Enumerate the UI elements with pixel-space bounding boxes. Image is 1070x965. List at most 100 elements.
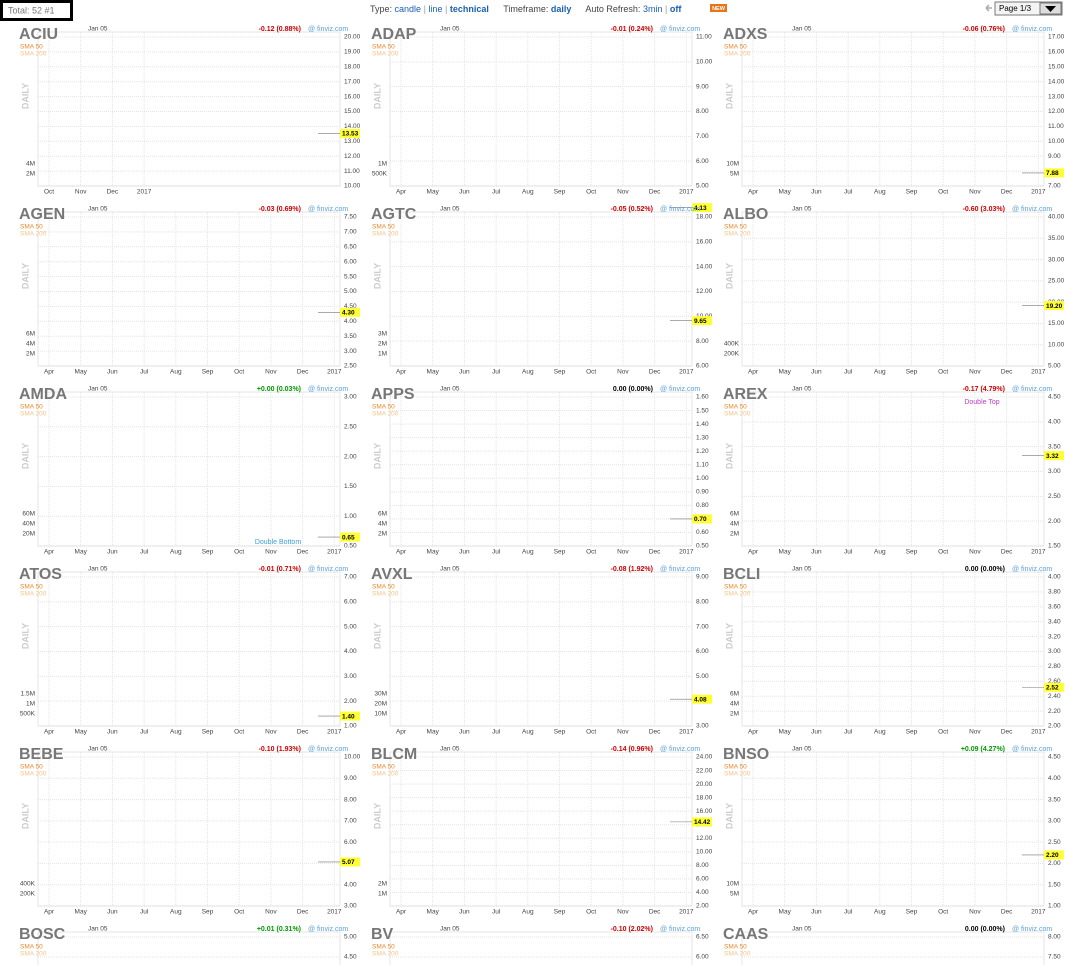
ticker: CAAS [723,926,769,943]
change: -0.08 (1.92%) [611,566,653,573]
date: Jan 05 [88,926,108,933]
x-tick-label: Jun [811,189,822,196]
timeframe: DAILY [724,443,734,469]
x-tick-label: Nov [969,549,981,556]
price-tag [692,817,712,827]
y-tick-label: 3.40 [1048,618,1061,625]
timeframe: DAILY [372,443,382,469]
source: @ finviz.com [660,566,700,573]
y-tick-label: 4.50 [344,303,357,310]
sma50: SMA 50 [20,404,43,411]
y-tick-label: 1.00 [344,723,357,730]
x-tick-label: Nov [617,909,629,916]
y-tick-label: 1.60 [696,394,709,401]
ticker: AMDA [19,386,67,403]
x-tick-label: Apr [44,909,55,916]
y-tick-label: 2.00 [1048,723,1061,730]
volume-label: 2M [26,351,35,358]
volume-label: 500K [372,171,388,178]
source: @ finviz.com [660,386,700,393]
x-tick-label: Aug [522,549,534,556]
x-tick-label: 2017 [1031,729,1046,736]
y-tick-label: 7.00 [1048,183,1061,190]
x-tick-label: Apr [44,549,55,556]
x-tick-label: Apr [396,369,407,376]
x-tick-label: Dec [649,189,661,196]
x-tick-label: Oct [234,549,244,556]
y-tick-label: 1.50 [344,483,357,490]
type-option[interactable]: candle [395,4,422,14]
chart-tile: Apr May Jun Jul Aug Sep Oct Nov Dec 2017 ALBO Jan 0… [723,206,1065,376]
chart-tile: Apr May Jun Jul Aug Sep Oct Nov Dec 2017 AMDA Jan 0… [19,386,360,556]
y-tick-label: 35.00 [1048,235,1065,242]
y-tick-label: 1.20 [696,448,709,455]
date: Jan 05 [88,566,108,573]
change: 0.00 (0.00%) [613,386,653,393]
refresh-option[interactable]: off [670,4,682,14]
x-tick-label: May [75,729,88,736]
x-tick-label: Nov [617,189,629,196]
volume-label: 60M [22,511,35,518]
x-tick-label: Aug [874,549,886,556]
y-tick-label: 6.00 [344,839,357,846]
y-tick-label: 12.00 [696,288,713,295]
last-price: 9.65 [694,318,707,325]
x-tick-label: Aug [522,729,534,736]
y-tick-label: 11.00 [1048,123,1064,130]
date: Jan 05 [88,206,108,213]
page-label: Page 1/3 [999,4,1032,13]
y-tick-label: 13.00 [1048,93,1065,100]
y-tick-label: 2.00 [696,903,709,910]
y-tick-label: 3.00 [344,673,357,680]
change: 0.00 (0.00%) [965,566,1005,573]
date: Jan 05 [440,746,460,753]
x-tick-label: Apr [748,369,759,376]
y-tick-label: 10.00 [1048,341,1065,348]
y-tick-label: 4.00 [1048,419,1061,426]
y-tick-label: 5.00 [696,183,709,190]
refresh-option[interactable]: 3min [643,4,663,14]
sma200: SMA 200 [724,411,751,418]
price-tag [340,857,360,867]
x-tick-label: 2017 [679,189,694,196]
volume-label: 400K [724,341,740,348]
annotation: Double Bottom [255,539,301,546]
y-tick-label: 8.00 [696,599,709,606]
x-tick-label: Dec [297,729,309,736]
change: -0.06 (0.76%) [963,26,1005,33]
y-tick-label: 8.00 [1048,934,1061,941]
x-tick-label: Apr [748,909,759,916]
x-tick-label: Oct [938,189,948,196]
type-option[interactable]: line [428,4,442,14]
y-tick-label: 3.00 [1048,468,1061,475]
chart-tile: Oct Nov Dec 2017 ACIU Jan 05 -0.12 (0.88%) @ fi… [19,26,361,196]
volume-label: 4M [26,161,35,168]
y-tick-label: 5.00 [344,623,357,630]
sma200: SMA 200 [724,951,751,958]
x-tick-label: Sep [202,549,214,556]
x-tick-label: Jul [492,909,501,916]
x-tick-label: 2017 [1031,189,1046,196]
x-tick-label: 2017 [1031,549,1046,556]
y-tick-label: 3.50 [344,333,357,340]
ticker: ATOS [19,566,62,583]
volume-label: 1M [378,891,387,898]
sma200: SMA 200 [372,591,399,598]
y-tick-label: 10.00 [696,849,713,856]
y-tick-label: 0.80 [696,502,709,509]
type-option[interactable]: technical [450,4,489,14]
y-tick-label: 0.50 [344,543,357,550]
prev-arrow[interactable] [985,4,992,12]
x-tick-label: Jun [107,369,118,376]
price-tag [1044,682,1064,692]
x-tick-label: May [75,549,88,556]
y-tick-label: 1.00 [1048,903,1061,910]
ticker: AGEN [19,206,65,223]
x-tick-label: Sep [202,729,214,736]
y-tick-label: 15.00 [1048,64,1065,71]
x-tick-label: Sep [554,729,566,736]
y-tick-label: 2.50 [344,424,357,431]
new-badge-bg [710,4,727,12]
timeframe[interactable]: daily [551,4,572,14]
x-tick-label: Nov [617,729,629,736]
